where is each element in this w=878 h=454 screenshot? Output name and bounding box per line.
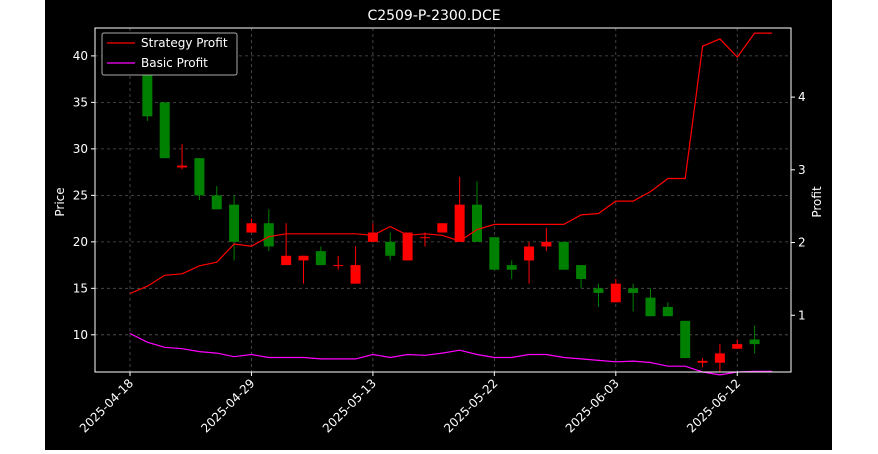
chart-title: C2509-P-2300.DCE [367,8,500,24]
candle-body [558,241,569,270]
x-tick-label: 2025-05-13 [320,376,379,435]
candle-body [714,353,725,363]
candle-body [350,265,361,284]
candle-body [680,320,691,359]
chart-figure: C2509-P-2300.DCE Price Profit 10 15 20 25 30… [45,0,832,450]
candle-body [263,223,274,247]
candle-body [402,232,413,261]
candle-body [419,237,430,239]
candle-body [142,46,153,117]
legend-label-strategy: Strategy Profit [141,36,228,50]
candle-body [298,255,309,261]
candle-body [211,195,222,210]
legend-box [101,32,238,76]
candle-body [576,265,587,280]
plot-frame [94,27,792,373]
candle-body [645,297,656,317]
candle-body [662,306,673,317]
legend-label-basic: Basic Profit [141,56,208,70]
candle-body [385,241,396,256]
y-tick-label: 40 [73,49,88,63]
candle-body [367,232,378,242]
y-tick-label: 35 [73,95,88,109]
y-tick-label: 20 [73,235,88,249]
y-tick-label: 30 [73,142,88,156]
candle-body [628,288,639,293]
y-axis-label: Price [53,187,67,216]
candle-body [697,360,708,363]
x-tick-label: 2025-04-18 [77,376,136,435]
candle-body [229,204,240,242]
candle-body [454,204,465,242]
profit-lines [129,32,772,376]
x-tick-label: 2025-04-29 [198,376,257,435]
candle-body [281,255,292,266]
candle-body [524,246,535,261]
y-tick-label: 15 [73,281,88,295]
basic-profit-line [129,332,772,376]
candle-body [541,241,552,247]
candle-body [732,344,743,349]
candle-body [194,158,205,196]
y2-tick-label: 4 [798,90,806,104]
y-tick-label: 10 [73,328,88,342]
candle-body [159,102,170,159]
candle-body [610,283,621,303]
candlestick-chart: C2509-P-2300.DCE Price Profit 10 15 20 25 30… [53,8,824,435]
y2-tick-label: 1 [798,308,806,322]
candle-body [333,265,344,267]
candle-body [246,223,257,233]
candle-body [437,223,448,233]
y2-tick-label: 2 [798,236,806,250]
candle-body [489,237,500,270]
y2-tick-label: 3 [798,163,806,177]
candle-body [472,204,482,242]
candle-body [506,265,517,270]
strategy-profit-line [129,32,772,295]
y-tick-label: 25 [73,188,88,202]
x-tick-label: 2025-06-12 [684,376,743,435]
candle-body [315,251,326,266]
x-tick-label: 2025-06-03 [563,376,622,435]
candle-body [749,339,760,345]
candles [125,37,760,372]
candle-body [177,165,188,168]
x-tick-label: 2025-05-22 [441,376,500,435]
y2-axis-label: Profit [810,186,824,218]
legend: Strategy Profit Basic Profit [101,32,238,76]
candle-body [593,288,604,293]
